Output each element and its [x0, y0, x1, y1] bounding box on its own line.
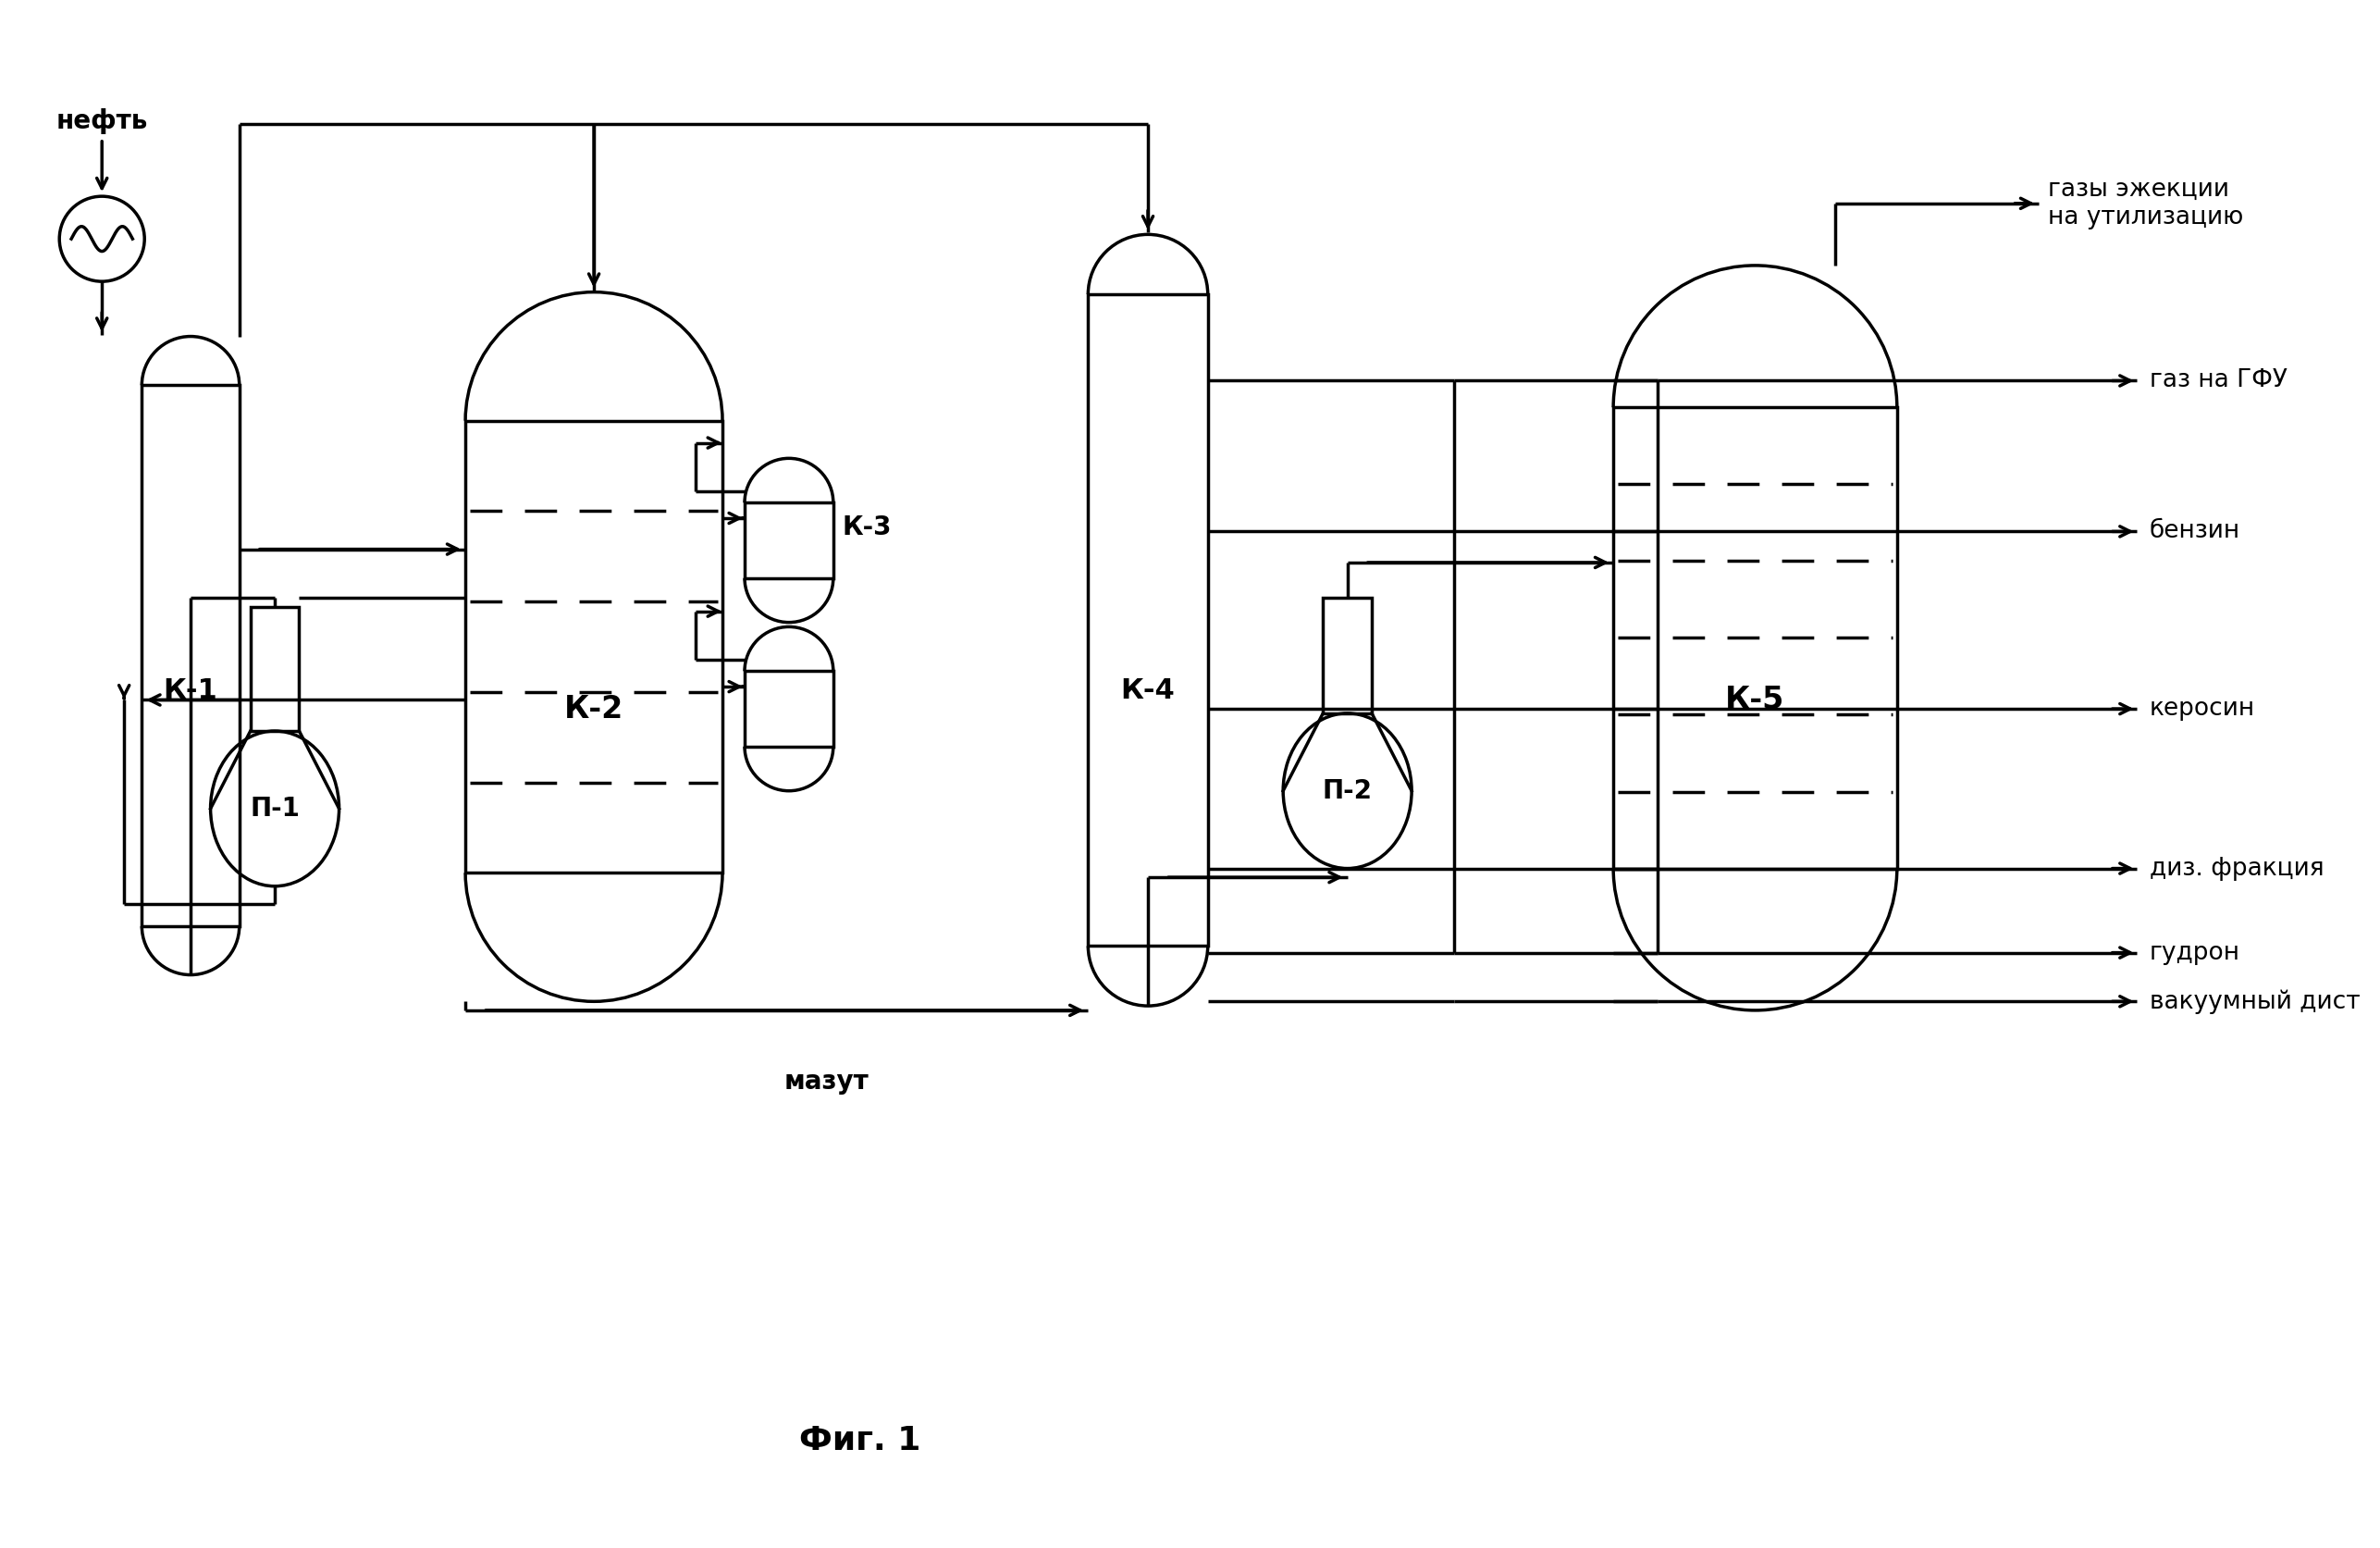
Text: К-3: К-3	[843, 514, 892, 540]
Text: К-2: К-2	[564, 694, 624, 724]
Text: К-4: К-4	[1121, 678, 1176, 704]
Text: гудрон: гудрон	[2149, 941, 2240, 964]
Text: диз. фракция: диз. фракция	[2149, 856, 2325, 881]
Text: К-5: К-5	[1726, 684, 1785, 715]
Text: вакуумный дист: вакуумный дист	[2149, 989, 2361, 1014]
Text: П-2: П-2	[1323, 779, 1373, 803]
Text: Фиг. 1: Фиг. 1	[800, 1424, 921, 1457]
Text: бензин: бензин	[2149, 520, 2240, 543]
Text: мазут: мазут	[783, 1068, 869, 1094]
Text: П-1: П-1	[250, 796, 300, 822]
Text: керосин: керосин	[2149, 697, 2256, 721]
Text: газы эжекции
на утилизацию: газы эжекции на утилизацию	[2047, 178, 2244, 229]
Text: нефть: нефть	[57, 108, 148, 135]
Text: К-1: К-1	[164, 678, 217, 704]
Text: газ на ГФУ: газ на ГФУ	[2149, 368, 2287, 393]
